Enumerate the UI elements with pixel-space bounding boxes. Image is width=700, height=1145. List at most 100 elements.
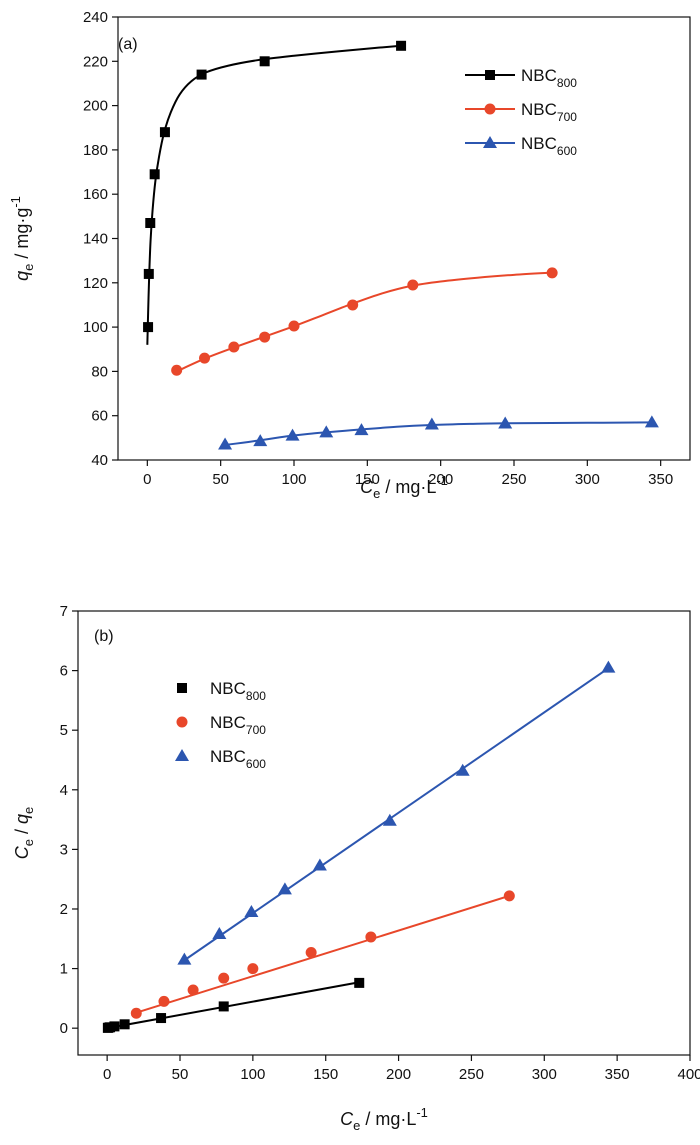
data-point bbox=[288, 320, 300, 332]
series-nbc800 bbox=[102, 977, 365, 1033]
y-tick-label: 3 bbox=[60, 841, 68, 858]
series-nbc700 bbox=[130, 890, 515, 1019]
fit-line bbox=[224, 421, 652, 446]
data-point bbox=[312, 858, 327, 871]
legend-marker bbox=[483, 136, 497, 148]
plot-frame bbox=[117, 16, 691, 461]
data-point bbox=[158, 995, 170, 1007]
data-point bbox=[149, 169, 160, 180]
data-point bbox=[109, 1021, 120, 1032]
x-tick-label: 250 bbox=[501, 471, 526, 488]
data-point bbox=[199, 352, 211, 364]
data-point bbox=[218, 437, 233, 450]
x-tick-label: 400 bbox=[677, 1066, 700, 1083]
legend-entry: NBC600 bbox=[465, 134, 577, 158]
y-tick-label: 140 bbox=[83, 231, 108, 248]
data-point bbox=[382, 813, 397, 826]
legend-label: NBC800 bbox=[521, 66, 577, 90]
data-point bbox=[503, 890, 515, 902]
panel-label: (a) bbox=[118, 36, 138, 53]
data-point bbox=[218, 972, 230, 984]
x-tick-label: 150 bbox=[313, 1066, 338, 1083]
data-point bbox=[347, 299, 359, 311]
x-tick-label: 50 bbox=[212, 471, 229, 488]
x-tick-label: 150 bbox=[355, 471, 380, 488]
data-point bbox=[601, 660, 616, 673]
y-tick-label: 40 bbox=[91, 452, 108, 469]
legend-label: NBC700 bbox=[521, 100, 577, 124]
x-tick-label: 100 bbox=[281, 471, 306, 488]
data-point bbox=[156, 1013, 167, 1024]
y-tick-label: 120 bbox=[83, 275, 108, 292]
y-tick-label: 2 bbox=[60, 901, 68, 918]
data-point bbox=[119, 1019, 130, 1030]
data-point bbox=[365, 931, 377, 943]
y-tick-label: 200 bbox=[83, 98, 108, 115]
y-tick-label: 4 bbox=[60, 782, 68, 799]
legend-entry: NBC700 bbox=[176, 713, 266, 737]
x-tick-label: 100 bbox=[240, 1066, 265, 1083]
legend-entry: NBC800 bbox=[465, 66, 577, 90]
data-point bbox=[354, 977, 365, 988]
data-point bbox=[244, 904, 259, 917]
fit-line bbox=[176, 271, 553, 373]
x-axis-label: Ce / mg·L-1 bbox=[340, 1105, 428, 1133]
y-tick-label: 7 bbox=[60, 603, 68, 620]
legend-entry: NBC600 bbox=[175, 747, 266, 771]
data-point bbox=[145, 217, 156, 228]
y-tick-label: 220 bbox=[83, 53, 108, 70]
data-point bbox=[171, 364, 183, 376]
data-point bbox=[319, 425, 334, 438]
x-tick-label: 200 bbox=[386, 1066, 411, 1083]
legend-marker bbox=[484, 103, 496, 115]
x-tick-label: 0 bbox=[143, 471, 151, 488]
y-axis-label: Ce / qe bbox=[12, 807, 36, 860]
y-tick-label: 60 bbox=[91, 408, 108, 425]
y-tick-label: 6 bbox=[60, 663, 68, 680]
data-point bbox=[277, 882, 292, 895]
y-tick-label: 80 bbox=[91, 363, 108, 380]
fit-line bbox=[106, 981, 360, 1030]
data-point bbox=[143, 268, 154, 279]
legend-label: NBC600 bbox=[521, 134, 577, 158]
data-point bbox=[187, 984, 199, 996]
x-tick-label: 350 bbox=[648, 471, 673, 488]
x-tick-label: 200 bbox=[428, 471, 453, 488]
data-point bbox=[218, 1001, 229, 1012]
data-point bbox=[546, 267, 558, 279]
chart-panel-a: 0 50 100 150 200 250 300 350 40 60 80 100 120 140 160 1… bbox=[8, 9, 691, 501]
legend-label: NBC800 bbox=[210, 679, 266, 703]
series-nbc600 bbox=[218, 415, 659, 450]
data-point bbox=[143, 322, 154, 333]
data-point bbox=[130, 1007, 142, 1019]
legend-marker bbox=[177, 683, 187, 693]
data-point bbox=[259, 331, 271, 343]
data-point bbox=[498, 416, 513, 429]
x-tick-label: 300 bbox=[575, 471, 600, 488]
x-tick-label: 250 bbox=[459, 1066, 484, 1083]
legend-entry: NBC800 bbox=[177, 679, 266, 703]
data-point bbox=[159, 127, 170, 138]
legend-marker bbox=[176, 716, 188, 728]
y-tick-label: 180 bbox=[83, 142, 108, 159]
series-nbc700 bbox=[171, 267, 558, 376]
x-tick-label: 300 bbox=[532, 1066, 557, 1083]
x-tick-label: 50 bbox=[172, 1066, 189, 1083]
y-tick-label: 240 bbox=[83, 9, 108, 26]
series-nbc800 bbox=[143, 40, 407, 345]
data-point bbox=[407, 279, 419, 291]
x-tick-label: 0 bbox=[103, 1066, 111, 1083]
legend-entry: NBC700 bbox=[465, 100, 577, 124]
legend-marker bbox=[175, 749, 189, 761]
data-point bbox=[396, 40, 407, 51]
data-point bbox=[253, 434, 268, 447]
legend-label: NBC700 bbox=[210, 713, 266, 737]
data-point bbox=[212, 927, 227, 940]
data-point bbox=[644, 415, 659, 428]
data-point bbox=[247, 963, 259, 975]
data-point bbox=[196, 69, 207, 80]
chart-panel-b: 0 50 100 150 200 250 300 350 400 0 1 2 3 4 5 6 7 (b) Ce / … bbox=[12, 603, 700, 1133]
y-tick-label: 160 bbox=[83, 186, 108, 203]
y-tick-label: 0 bbox=[60, 1020, 68, 1037]
